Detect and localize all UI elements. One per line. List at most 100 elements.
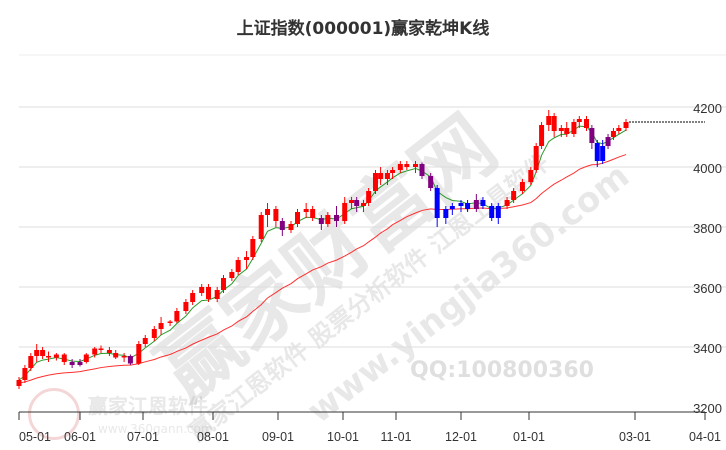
candle-body bbox=[623, 122, 629, 128]
candle-body bbox=[404, 164, 410, 167]
y-tick-label: 3200 bbox=[693, 401, 722, 416]
candle-body bbox=[571, 122, 577, 134]
candle-body bbox=[428, 176, 434, 188]
x-tick-label: 04-01 bbox=[689, 430, 721, 444]
candle-body bbox=[528, 170, 534, 182]
candle-body bbox=[413, 164, 418, 167]
candle-body bbox=[106, 350, 112, 353]
x-tick-label: 09-01 bbox=[262, 430, 294, 444]
candle-body bbox=[229, 272, 235, 278]
candle-body bbox=[458, 203, 464, 206]
candle-body bbox=[616, 128, 622, 131]
candle-body bbox=[489, 206, 495, 218]
candle-body bbox=[594, 143, 600, 161]
candle-body bbox=[279, 221, 285, 230]
candle-body bbox=[22, 368, 28, 380]
candle-body bbox=[288, 224, 294, 230]
x-tick-label: 08-01 bbox=[197, 430, 229, 444]
candle-body bbox=[214, 290, 220, 299]
candle-body bbox=[244, 257, 250, 260]
logo-seal bbox=[28, 388, 80, 440]
candle-body bbox=[558, 128, 564, 131]
candle-body bbox=[551, 116, 557, 131]
candle-body bbox=[61, 354, 67, 362]
candle-body bbox=[34, 350, 40, 356]
candle-body bbox=[589, 128, 595, 143]
x-tick-label: 05-01 bbox=[19, 430, 51, 444]
candle-body bbox=[265, 209, 271, 215]
logo-name: 赢家江恩软件 bbox=[88, 394, 208, 418]
candle-body bbox=[511, 191, 517, 200]
candle-body bbox=[519, 182, 525, 191]
y-tick-label: 3400 bbox=[693, 341, 722, 356]
candle-body bbox=[113, 353, 119, 358]
candle-body bbox=[495, 206, 501, 218]
candle-body bbox=[127, 356, 133, 364]
candle-body bbox=[235, 260, 241, 272]
candle-body bbox=[354, 200, 360, 206]
candle-body bbox=[167, 321, 173, 323]
candle-body bbox=[303, 209, 309, 212]
candle-body bbox=[443, 209, 449, 218]
candle-body bbox=[205, 287, 211, 299]
candle-body bbox=[576, 119, 582, 122]
candle-body bbox=[449, 206, 455, 209]
logo-url: www.360gann.com bbox=[98, 422, 213, 436]
y-tick-label: 3600 bbox=[693, 281, 722, 296]
candle-body bbox=[190, 293, 196, 302]
candle-body bbox=[142, 338, 148, 344]
candle-body bbox=[465, 203, 471, 209]
candle-body bbox=[372, 173, 378, 191]
candle-body bbox=[325, 215, 331, 224]
candle-body bbox=[434, 188, 440, 218]
ma-slow-line bbox=[18, 154, 627, 384]
candle-body bbox=[92, 348, 98, 355]
candle-body bbox=[250, 239, 256, 257]
candle-body bbox=[473, 200, 479, 209]
x-tick-label: 06-01 bbox=[64, 430, 96, 444]
candle-body bbox=[158, 323, 164, 329]
candle-body bbox=[378, 173, 384, 179]
candle-body bbox=[600, 146, 606, 161]
candle-body bbox=[504, 200, 510, 206]
candle-body bbox=[199, 287, 205, 293]
candle-body bbox=[583, 119, 589, 128]
candle-body bbox=[40, 350, 46, 356]
candle-body bbox=[533, 146, 539, 170]
candle-body bbox=[397, 164, 403, 170]
candle-body bbox=[366, 191, 372, 203]
candle-body bbox=[46, 356, 52, 358]
candle-body bbox=[342, 203, 348, 221]
candle-body bbox=[53, 354, 59, 358]
x-tick-label: 03-01 bbox=[619, 430, 651, 444]
candle-body bbox=[384, 173, 390, 179]
y-tick-label: 4200 bbox=[693, 101, 722, 116]
x-tick-label: 11-01 bbox=[380, 430, 411, 444]
x-tick-label: 10-01 bbox=[327, 430, 359, 444]
candle-body bbox=[136, 344, 142, 364]
candle-body bbox=[69, 362, 75, 365]
candle-body bbox=[273, 209, 279, 221]
watermark-qq: QQ:100800360 bbox=[410, 358, 594, 383]
x-tick-label: 07-01 bbox=[127, 430, 159, 444]
candle-body bbox=[28, 356, 34, 368]
candle-body bbox=[77, 362, 83, 365]
candle-body bbox=[605, 137, 611, 146]
candle-body bbox=[16, 380, 22, 386]
candle-body bbox=[151, 329, 157, 338]
candle-body bbox=[83, 354, 89, 362]
y-tick-label: 3800 bbox=[693, 221, 722, 236]
candle-body bbox=[295, 212, 300, 224]
chart-title: 上证指数(000001)赢家乾坤K线 bbox=[236, 19, 490, 39]
candle-body bbox=[564, 128, 570, 134]
candle-body bbox=[334, 215, 339, 221]
x-tick-label: 01-01 bbox=[513, 430, 545, 444]
candle-body bbox=[318, 218, 324, 224]
candle-body bbox=[390, 170, 396, 173]
candle-body bbox=[361, 203, 367, 206]
candle-body bbox=[546, 116, 552, 125]
candle-body bbox=[98, 348, 104, 350]
candle-body bbox=[610, 131, 616, 137]
candle-body bbox=[174, 311, 180, 322]
